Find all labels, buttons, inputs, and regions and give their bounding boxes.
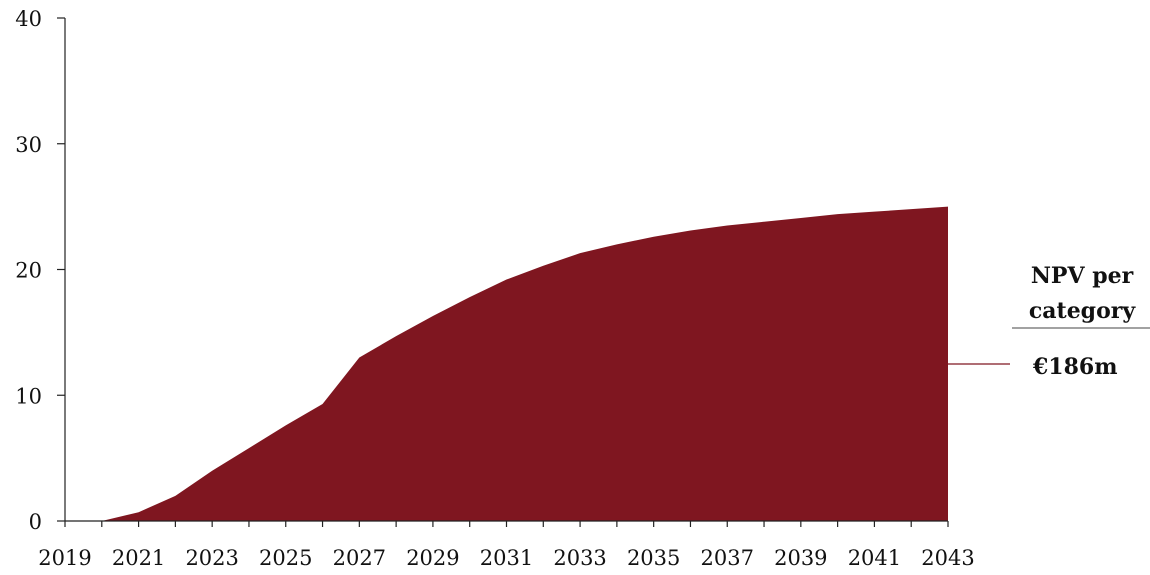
x-tick-label: 2023 [185, 546, 238, 570]
npv-value: €186m [1032, 354, 1118, 380]
y-tick-label: 30 [15, 133, 42, 157]
x-tick-label: 2039 [774, 546, 827, 570]
x-tick-label: 2041 [848, 546, 901, 570]
y-tick-label: 10 [15, 384, 42, 408]
y-tick-label: 0 [29, 510, 42, 534]
x-tick-label: 2037 [701, 546, 754, 570]
x-tick-label: 2025 [259, 546, 312, 570]
npv-title-line2: category [1029, 298, 1136, 324]
series-area [65, 206, 948, 521]
x-tick-label: 2029 [406, 546, 459, 570]
area-layer [65, 206, 948, 521]
x-tick-label: 2033 [553, 546, 606, 570]
x-tick-label: 2035 [627, 546, 680, 570]
y-tick-label: 40 [15, 7, 42, 31]
x-tick-label: 2021 [112, 546, 165, 570]
x-tick-label: 2031 [480, 546, 533, 570]
y-tick-label: 20 [15, 259, 42, 283]
axes: 0 10 20 30 40 2019 2021 2023 2025 2027 2029 2031 203… [15, 7, 974, 570]
x-tick-label: 2043 [921, 546, 974, 570]
npv-annotation: NPV per category €186m [948, 263, 1150, 380]
npv-title: NPV per [1031, 263, 1134, 289]
x-tick-label: 2019 [38, 546, 91, 570]
x-tick-label: 2027 [333, 546, 386, 570]
